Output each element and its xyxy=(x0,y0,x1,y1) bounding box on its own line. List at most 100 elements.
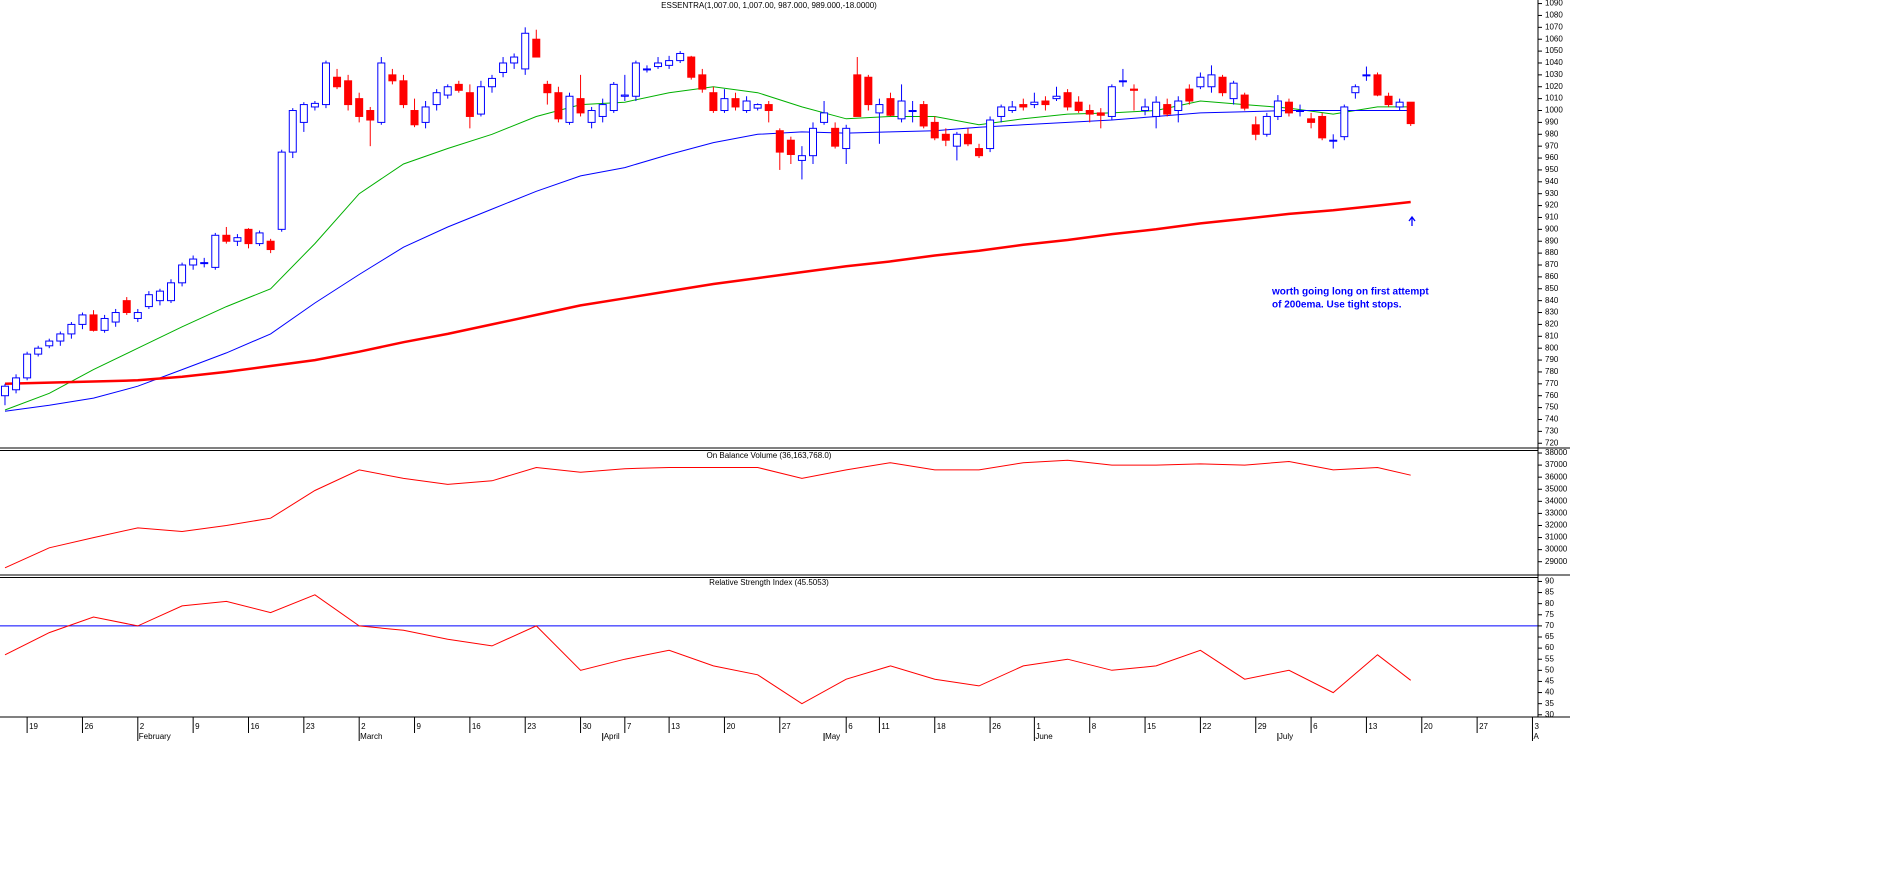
annotation: worth going long on first attempt xyxy=(1271,287,1429,298)
candle-body xyxy=(764,104,773,112)
y-tick-label: 36000 xyxy=(1545,472,1568,481)
y-tick-label: 1010 xyxy=(1545,94,1563,103)
candle-body xyxy=(1129,88,1138,91)
candle-body xyxy=(0,385,9,397)
month-label: April xyxy=(604,732,620,741)
y-tick-label: 920 xyxy=(1545,201,1559,210)
candle-body xyxy=(1240,94,1249,109)
x-tick-label: 19 xyxy=(29,722,38,731)
x-tick-label: 22 xyxy=(1202,722,1211,731)
candle-body xyxy=(775,130,784,153)
y-tick-label: 80 xyxy=(1545,599,1554,608)
candle-body xyxy=(1163,104,1172,115)
candle-body xyxy=(731,98,740,108)
y-tick-label: 990 xyxy=(1545,118,1559,127)
y-tick-label: 31000 xyxy=(1545,533,1568,542)
x-tick-label: 23 xyxy=(306,722,315,731)
month-label: February xyxy=(139,732,171,741)
y-tick-label: 29000 xyxy=(1545,557,1568,566)
candle-body xyxy=(1284,101,1293,114)
candle-body xyxy=(100,317,109,331)
candle-body xyxy=(189,258,198,266)
candle-body xyxy=(111,312,120,323)
candle-body xyxy=(299,104,308,123)
x-tick-label: 9 xyxy=(417,722,422,731)
y-tick-label: 950 xyxy=(1545,165,1559,174)
y-tick-label: 880 xyxy=(1545,248,1559,257)
line xyxy=(4,110,1411,412)
candle-body xyxy=(753,104,762,109)
panel-title: On Balance Volume (36,163,768.0) xyxy=(707,451,832,460)
candle-body xyxy=(897,100,906,120)
x-tick-label: 26 xyxy=(992,722,1001,731)
y-tick-label: 930 xyxy=(1545,189,1559,198)
y-tick-label: 33000 xyxy=(1545,509,1568,518)
y-tick-label: 75 xyxy=(1545,610,1554,619)
y-tick-label: 980 xyxy=(1545,129,1559,138)
y-tick-label: 860 xyxy=(1545,272,1559,281)
candle-body xyxy=(144,294,153,308)
month-label: July xyxy=(1279,732,1293,741)
candle-body xyxy=(1085,110,1094,115)
candle-body xyxy=(642,68,651,71)
y-tick-label: 1090 xyxy=(1545,0,1563,8)
candle-body xyxy=(133,312,142,319)
candle-body xyxy=(1074,101,1083,112)
candle-body xyxy=(1030,101,1039,106)
candle-body xyxy=(1141,106,1150,112)
candle-body xyxy=(1207,74,1216,88)
y-tick-label: 830 xyxy=(1545,308,1559,317)
candle-body xyxy=(211,234,220,268)
y-tick-label: 890 xyxy=(1545,236,1559,245)
y-tick-label: 1050 xyxy=(1545,46,1563,55)
candle-body xyxy=(941,133,950,141)
month-label: A xyxy=(1533,732,1539,741)
month-label: May xyxy=(825,732,840,741)
candle-body xyxy=(222,234,231,242)
candle-body xyxy=(1262,115,1271,135)
candle-body xyxy=(56,333,65,342)
candle-body xyxy=(12,377,21,391)
y-tick-label: 790 xyxy=(1545,355,1559,364)
x-tick-label: 2 xyxy=(361,722,366,731)
y-tick-label: 85 xyxy=(1545,588,1554,597)
candle-body xyxy=(554,92,563,120)
candle-body xyxy=(997,106,1006,117)
y-tick-label: 770 xyxy=(1545,379,1559,388)
y-tick-label: 37000 xyxy=(1545,460,1568,469)
candle-body xyxy=(233,237,242,242)
candle-body xyxy=(543,83,552,94)
candle-body xyxy=(1218,76,1227,94)
y-tick-label: 750 xyxy=(1545,403,1559,412)
candle-body xyxy=(244,228,253,245)
candle-body xyxy=(321,62,330,106)
month-label: June xyxy=(1035,732,1053,741)
candle-body xyxy=(808,127,817,157)
candle-body xyxy=(1174,100,1183,112)
x-tick-label: 3 xyxy=(1534,722,1539,731)
y-tick-label: 35 xyxy=(1545,699,1554,708)
candle-body xyxy=(654,62,663,68)
y-tick-label: 900 xyxy=(1545,224,1559,233)
y-tick-label: 760 xyxy=(1545,391,1559,400)
candle-body xyxy=(1340,106,1349,138)
x-tick-label: 13 xyxy=(671,722,680,731)
candle-body xyxy=(631,62,640,97)
candle-body xyxy=(178,264,187,284)
x-tick-label: 29 xyxy=(1258,722,1267,731)
x-tick-label: 13 xyxy=(1368,722,1377,731)
candle-body xyxy=(1041,100,1050,106)
candle-body xyxy=(1351,86,1360,94)
candle-body xyxy=(443,86,452,96)
y-tick-label: 730 xyxy=(1545,426,1559,435)
y-tick-label: 870 xyxy=(1545,260,1559,269)
arrow xyxy=(1408,215,1416,226)
y-tick-label: 1060 xyxy=(1545,34,1563,43)
candle-body xyxy=(742,100,751,112)
x-tick-label: 27 xyxy=(1479,722,1488,731)
y-tick-label: 32000 xyxy=(1545,521,1568,530)
candle-body xyxy=(1307,118,1316,123)
candle-body xyxy=(886,98,895,116)
y-tick-label: 90 xyxy=(1545,577,1554,586)
x-tick-label: 6 xyxy=(1313,722,1318,731)
